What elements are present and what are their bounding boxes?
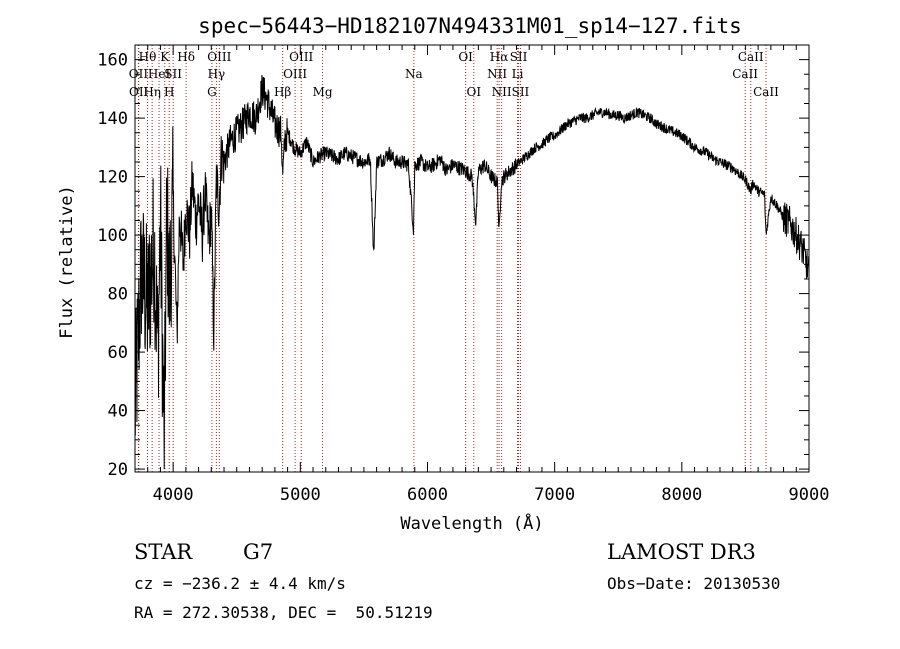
line-label-16: Na (405, 67, 423, 81)
x-axis-label: Wavelength (Å) (400, 512, 543, 534)
line-label-9: OIII (207, 50, 231, 64)
x-tick-label-0: 4000 (153, 485, 194, 505)
chart-title: spec−56443−HD182107N494331M01_sp14−127.f… (198, 14, 742, 38)
x-axis: 4000 5000 6000 7000 8000 9000 (134, 45, 830, 505)
line-label-21: NII (487, 67, 507, 81)
line-label-27: CaII (753, 85, 779, 99)
y-tick-label-3: 80 (108, 285, 128, 305)
y-tick-label-0: 20 (108, 460, 128, 480)
x-tick-label-1: 5000 (280, 485, 321, 505)
y-tick-label-4: 100 (97, 226, 128, 246)
y-axis: 20 40 60 80 100 120 140 160 (97, 44, 809, 480)
line-label-17: OI (458, 50, 473, 64)
line-label-10: Hγ (208, 67, 226, 81)
line-label-13: OIII (289, 50, 313, 64)
object-subclass: G7 (243, 540, 274, 564)
line-label-23: NII (492, 85, 512, 99)
line-label-0: Hθ (139, 50, 157, 64)
line-label-18: OI (466, 85, 481, 99)
y-tick-label-5: 120 (97, 168, 128, 188)
y-tick-label-1: 40 (108, 402, 128, 422)
survey-name: LAMOST DR3 (607, 540, 756, 564)
x-tick-label-4: 8000 (661, 485, 702, 505)
line-label-26: CaII (732, 67, 758, 81)
line-label-6: H (164, 85, 174, 99)
line-label-8: Hδ (177, 50, 195, 64)
plot-frame (134, 44, 810, 473)
x-tick-label-2: 6000 (407, 485, 448, 505)
coordinates-readout: RA = 272.30538, DEC = 50.51219 (134, 603, 433, 622)
line-label-22: Li (512, 67, 524, 81)
redshift-readout: cz = −236.2 ± 4.4 km/s (134, 574, 346, 593)
spectrum-line (134, 74, 810, 470)
line-label-2: OII (129, 85, 149, 99)
line-label-19: Hα (490, 50, 509, 64)
line-label-24: SII (512, 85, 530, 99)
line-label-12: Hβ (274, 85, 291, 99)
x-tick-label-5: 9000 (789, 485, 830, 505)
y-axis-label: Flux (relative) (57, 185, 77, 339)
y-tick-label-2: 60 (108, 343, 128, 363)
y-tick-label-7: 160 (97, 51, 128, 71)
line-label-4: HeI (148, 67, 171, 81)
line-label-25: CaII (738, 50, 764, 64)
line-label-5: K (160, 50, 170, 64)
line-label-7: SII (164, 67, 182, 81)
line-label-3: Hη (143, 85, 161, 99)
x-tick-label-3: 7000 (534, 485, 575, 505)
y-tick-label-6: 140 (97, 109, 128, 129)
line-label-20: SII (510, 50, 528, 64)
line-label-11: G (207, 85, 217, 99)
object-class: STAR (134, 540, 193, 564)
spectral-line-markers (137, 45, 767, 472)
observation-date: Obs−Date: 20130530 (607, 574, 781, 593)
line-label-14: OIII (283, 67, 307, 81)
line-label-15: Mg (313, 85, 333, 99)
